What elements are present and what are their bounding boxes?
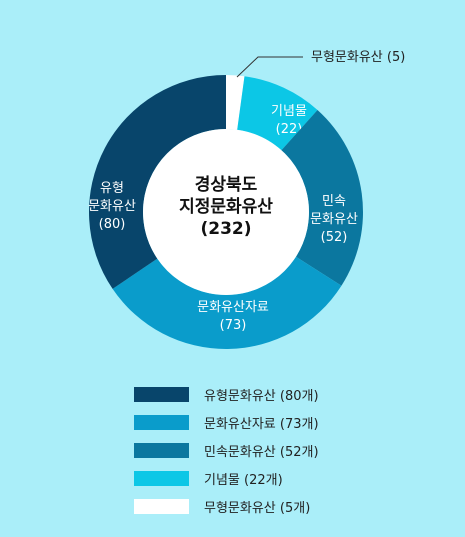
legend-swatch (134, 498, 189, 514)
legend-swatch (134, 386, 189, 402)
slice-label-2: 민속 문화유산 (52) (310, 194, 358, 245)
legend-item: 기념물 (22개) (134, 464, 319, 492)
donut-slice-1 (112, 256, 342, 350)
legend-swatch (134, 414, 189, 430)
donut-slice-0 (88, 75, 226, 289)
legend-item: 유형문화유산 (80개) (134, 380, 319, 408)
legend-label: 민속문화유산 (52개) (204, 444, 319, 460)
slice-label-1: 문화유산자료 (73) (197, 300, 269, 333)
legend-item: 민속문화유산 (52개) (134, 436, 319, 464)
legend-label: 문화유산자료 (73개) (204, 416, 319, 432)
legend-label: 무형문화유산 (5개) (204, 500, 311, 516)
center-title: 경상북도 지정문화유산 (232) (179, 175, 273, 239)
callout-label: 무형문화유산 (5) (311, 50, 405, 65)
slice-label-0: 유형 문화유산 (80) (88, 181, 136, 232)
callout-leader-line (236, 56, 303, 78)
legend-item: 무형문화유산 (5개) (134, 492, 319, 520)
legend-swatch (134, 442, 189, 458)
donut-chart: 기념물 (22) 민속 문화유산 (52) 문화유산자료 (73) 유형 문화유산 (80) 경상북… (88, 50, 405, 350)
donut-slice-4 (226, 75, 245, 130)
legend: 유형문화유산 (80개) 문화유산자료 (73개) 민속문화유산 (52개) 기념물 … (134, 380, 319, 520)
donut-slice-3 (237, 76, 318, 151)
legend-swatch (134, 470, 189, 486)
slice-label-3: 기념물 (22) (271, 104, 307, 137)
donut-center (143, 129, 309, 295)
legend-label: 유형문화유산 (80개) (204, 388, 319, 404)
donut-slice-2 (281, 110, 363, 286)
legend-label: 기념물 (22개) (204, 472, 283, 488)
legend-item: 문화유산자료 (73개) (134, 408, 319, 436)
